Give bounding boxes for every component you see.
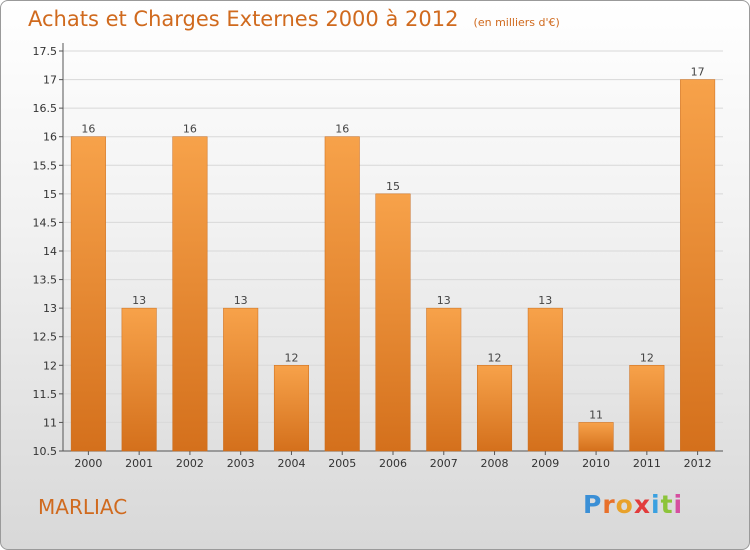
x-tick-label: 2002 [176, 457, 204, 470]
bar-2010 [578, 422, 614, 452]
bar-2006 [375, 193, 411, 452]
town-name: MARLIAC [38, 495, 128, 519]
y-tick-label: 14.5 [33, 216, 58, 229]
value-label: 17 [691, 66, 705, 79]
bar-2007 [426, 307, 462, 452]
bar-2012 [680, 79, 716, 452]
bar-2002 [172, 136, 208, 452]
labels: 10.5 11 11.5 12 12.5 13 13.5 14 14.5 15 15.5 16 16.5… [33, 45, 712, 470]
value-label: 16 [81, 123, 95, 136]
y-tick-label: 10.5 [33, 445, 58, 458]
title-row: Achats et Charges Externes 2000 à 2012 (… [28, 7, 560, 31]
value-label: 12 [488, 351, 502, 364]
logo-letter: P [583, 490, 603, 519]
chart-title: Achats et Charges Externes 2000 à 2012 [28, 7, 459, 31]
value-label: 13 [234, 294, 248, 307]
x-tick-label: 2006 [379, 457, 407, 470]
value-label: 13 [538, 294, 552, 307]
y-tick-label: 11 [43, 416, 57, 429]
logo-letter: x [633, 490, 651, 519]
logo-letter: t [660, 490, 674, 519]
y-tick-label: 11.5 [33, 388, 58, 401]
bar-2011 [629, 365, 665, 452]
chart-unit: (en milliers d'€) [473, 16, 560, 29]
x-tick-label: 2005 [328, 457, 356, 470]
bar-2005 [324, 136, 360, 452]
x-tick-label: 2001 [125, 457, 153, 470]
y-tick-label: 12 [43, 359, 57, 372]
value-label: 12 [284, 351, 298, 364]
value-label: 16 [335, 123, 349, 136]
bar-2009 [527, 307, 563, 452]
y-tick-label: 16 [43, 131, 57, 144]
value-label: 16 [183, 123, 197, 136]
x-tick-label: 2007 [430, 457, 458, 470]
bar-2004 [273, 365, 309, 452]
x-tick-label: 2003 [227, 457, 255, 470]
y-tick-label: 14 [43, 245, 57, 258]
bar-2008 [477, 365, 513, 452]
value-label: 11 [589, 408, 603, 421]
y-tick-label: 13 [43, 302, 57, 315]
y-tick-label: 15.5 [33, 159, 58, 172]
y-tick-label: 13.5 [33, 274, 58, 287]
value-label: 13 [437, 294, 451, 307]
value-label: 15 [386, 180, 400, 193]
y-tick-label: 17.5 [33, 45, 58, 58]
y-tick-label: 17 [43, 74, 57, 87]
logo-letter: i [673, 490, 684, 519]
logo-letter: i [651, 490, 661, 519]
x-tick-label: 2010 [582, 457, 610, 470]
y-tick-label: 16.5 [33, 102, 58, 115]
value-label: 13 [132, 294, 146, 307]
y-tick-label: 15 [43, 188, 57, 201]
x-tick-label: 2012 [684, 457, 712, 470]
x-tick-label: 2011 [633, 457, 661, 470]
bars [70, 79, 716, 452]
proxiti-logo[interactable]: Proxiti [583, 490, 683, 519]
bar-2000 [70, 136, 106, 452]
x-tick-label: 2000 [74, 457, 102, 470]
value-label: 12 [640, 351, 654, 364]
y-tick-label: 12.5 [33, 331, 58, 344]
logo-letter: o [615, 490, 634, 519]
x-tick-label: 2009 [531, 457, 559, 470]
bar-2001 [121, 307, 157, 452]
bar-2003 [223, 307, 259, 452]
x-tick-label: 2008 [481, 457, 509, 470]
x-tick-label: 2004 [277, 457, 305, 470]
logo-letter: r [602, 490, 616, 519]
